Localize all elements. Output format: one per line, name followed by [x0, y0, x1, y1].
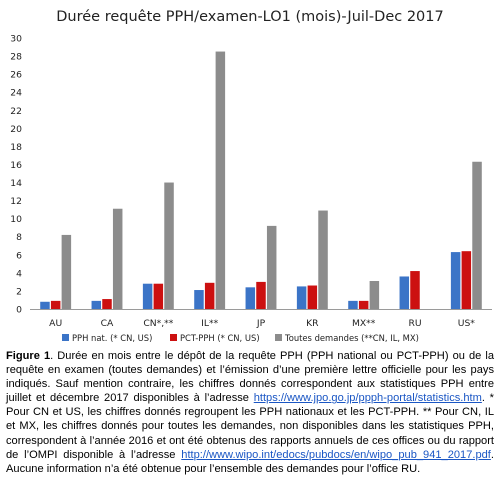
legend-label: PCT-PPH (* CN, US) — [180, 333, 260, 343]
bar — [399, 276, 410, 309]
x-tick-label: RU — [408, 318, 421, 329]
y-tick-label: 0 — [16, 305, 22, 316]
y-tick-label: 2 — [16, 286, 22, 297]
bar — [91, 300, 102, 309]
bar — [266, 225, 277, 309]
caption-link-jpo[interactable]: https://www.jpo.go.jp/ppph-portal/statis… — [253, 392, 482, 405]
bar — [296, 286, 307, 309]
x-tick-label: JP — [256, 318, 266, 329]
bar — [318, 210, 328, 309]
legend-label: Toutes demandes (**CN, IL, MX) — [284, 333, 419, 343]
legend-swatch — [62, 334, 69, 341]
chart-area: Durée requête PPH/examen-LO1 (mois)-Juil… — [10, 9, 492, 343]
legend-swatch — [170, 334, 177, 341]
bar — [410, 271, 420, 309]
y-tick-label: 30 — [10, 34, 22, 45]
legend-swatch — [275, 334, 282, 341]
x-tick-label: MX** — [352, 318, 376, 329]
bar — [102, 299, 112, 309]
y-tick-label: 16 — [10, 160, 22, 171]
bar — [472, 161, 482, 309]
bar — [50, 300, 61, 309]
y-tick-label: 12 — [10, 196, 22, 207]
bar — [256, 281, 266, 309]
x-tick-label: CA — [101, 318, 114, 329]
y-tick-label: 28 — [10, 52, 22, 63]
y-tick-label: 10 — [10, 214, 22, 225]
y-tick-label: 4 — [16, 268, 22, 279]
x-tick-label: AU — [49, 318, 62, 329]
bar — [112, 208, 123, 309]
bar — [142, 283, 153, 309]
y-tick-label: 14 — [10, 178, 22, 189]
y-tick-label: 8 — [16, 232, 22, 243]
y-tick-label: 24 — [10, 88, 22, 99]
bar — [164, 182, 174, 309]
bar-chart: Durée requête PPH/examen-LO1 (mois)-Juil… — [10, 9, 492, 343]
caption-text-2: . * Pour CN et US, les chiffres donnés r… — [6, 392, 495, 461]
x-tick-label: CN*,** — [143, 318, 173, 329]
bar — [61, 234, 72, 309]
y-tick-label: 18 — [10, 142, 22, 153]
bar — [204, 282, 215, 309]
x-tick-label: IL** — [201, 318, 218, 329]
bar — [461, 251, 472, 309]
x-tick-label: KR — [306, 318, 319, 329]
y-tick-label: 20 — [10, 124, 22, 135]
bar — [194, 290, 204, 309]
caption-text-3: . Aucune information n’a été obtenue pou… — [6, 448, 494, 475]
caption-text-1: . Durée en mois entre le dépôt de la req… — [6, 350, 494, 405]
y-tick-label: 6 — [16, 250, 22, 261]
bar — [358, 300, 369, 309]
bar — [369, 280, 380, 309]
bar — [40, 301, 50, 309]
bar — [245, 287, 256, 309]
bar — [153, 283, 164, 309]
figure-caption: Figure 1. Durée en mois entre le dépôt d… — [6, 349, 494, 476]
y-tick-label: 26 — [10, 70, 22, 81]
x-tick-label: US* — [458, 318, 476, 329]
y-tick-label: 22 — [10, 106, 22, 117]
bar — [450, 252, 461, 309]
bar — [348, 300, 358, 309]
bar — [215, 51, 226, 310]
chart-title: Durée requête PPH/examen-LO1 (mois)-Juil… — [56, 9, 444, 25]
caption-label: Figure 1 — [6, 350, 51, 362]
caption-link-wipo[interactable]: http://www.wipo.int/edocs/pubdocs/en/wip… — [181, 448, 491, 461]
bar — [307, 285, 318, 309]
legend-label: PPH nat. (* CN, US) — [72, 333, 152, 343]
